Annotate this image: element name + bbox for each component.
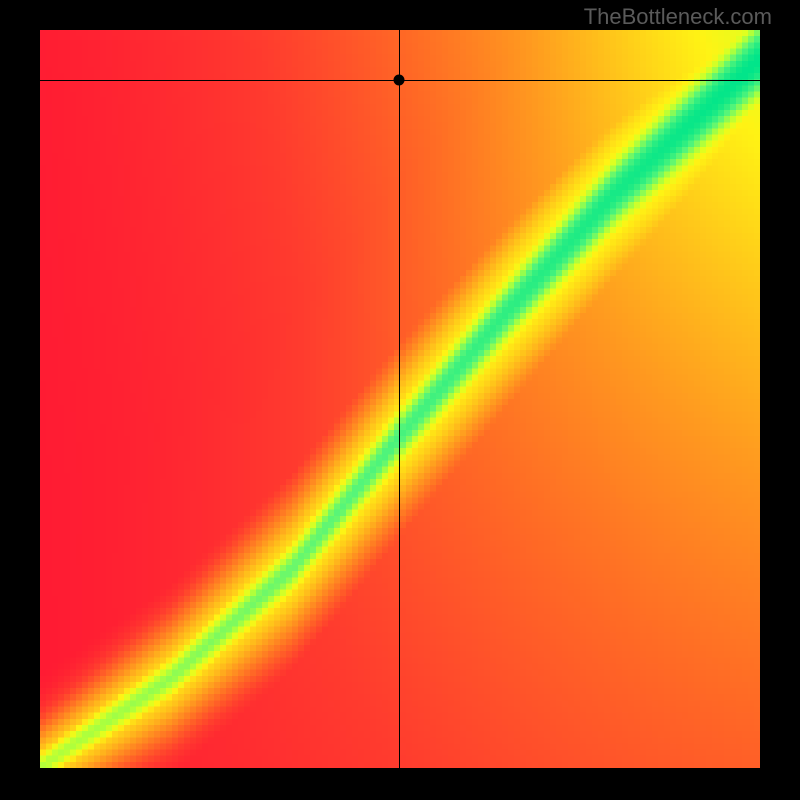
- crosshair-marker: [393, 75, 404, 86]
- heatmap-canvas: [40, 30, 760, 768]
- watermark-text: TheBottleneck.com: [584, 4, 772, 30]
- crosshair-vertical: [399, 30, 400, 768]
- heatmap-plot: [40, 30, 760, 768]
